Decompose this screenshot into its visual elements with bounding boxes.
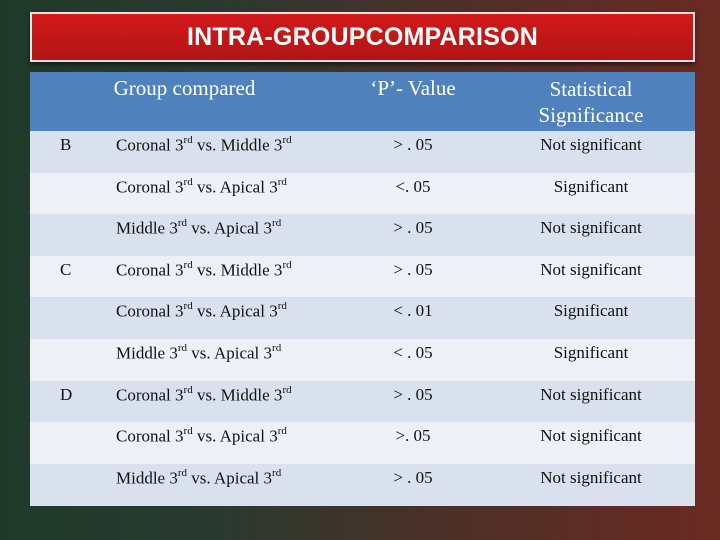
comparison-sup-a: rd bbox=[183, 300, 193, 313]
table-row bbox=[30, 214, 695, 257]
comparison-part-b: vs. Middle 3 bbox=[192, 385, 283, 405]
comparison-part-a: Middle 3 bbox=[116, 218, 178, 238]
p-value-cell: < . 01 bbox=[393, 301, 433, 321]
comparison-part-a: Coronal 3 bbox=[116, 385, 184, 405]
comparison-part-a: Coronal 3 bbox=[116, 302, 184, 322]
comparison-part-a: Coronal 3 bbox=[116, 426, 184, 446]
comparison-sup-b: rd bbox=[277, 175, 287, 188]
p-value-cell: > . 05 bbox=[393, 135, 433, 154]
comparison-part-a: Middle 3 bbox=[116, 468, 178, 488]
comparison-cell: Middle 3rd vs. Apical 3rd bbox=[116, 466, 282, 489]
comparison-part-b: vs. Apical 3 bbox=[187, 218, 273, 238]
comparison-cell: Middle 3rd vs. Apical 3rd bbox=[116, 342, 282, 364]
comparison-sup-b: rd bbox=[282, 383, 292, 396]
comparison-sup-a: rd bbox=[183, 383, 193, 396]
group-label: D bbox=[60, 384, 73, 404]
comparison-cell: Coronal 3rd vs. Apical 3rd bbox=[116, 300, 287, 322]
significance-cell: Significant bbox=[553, 176, 629, 196]
comparison-sup-a: rd bbox=[177, 217, 188, 230]
table-row bbox=[30, 131, 695, 173]
comparison-sup-b: rd bbox=[277, 300, 287, 313]
table-row bbox=[30, 380, 695, 423]
significance-cell: Significant bbox=[553, 343, 629, 362]
comparison-part-b: vs. Apical 3 bbox=[192, 177, 278, 197]
comparison-cell: Coronal 3rd vs. Middle 3rd bbox=[116, 383, 292, 406]
comparison-sup-b: rd bbox=[272, 466, 282, 479]
table-row bbox=[30, 463, 695, 506]
significance-cell: Not significant bbox=[540, 259, 642, 279]
comparison-sup-a: rd bbox=[177, 466, 188, 479]
p-value-cell: >. 05 bbox=[395, 426, 431, 446]
comparison-sup-a: rd bbox=[183, 134, 193, 146]
table-row bbox=[30, 172, 695, 215]
comparison-cell: Middle 3rd vs. Apical 3rd bbox=[116, 217, 282, 239]
header-p-value: ‘P’- Value bbox=[339, 72, 487, 131]
significance-cell: Significant bbox=[553, 301, 629, 321]
comparison-cell: Coronal 3rd vs. Middle 3rd bbox=[116, 258, 292, 281]
table-row bbox=[30, 297, 695, 340]
significance-cell: Not significant bbox=[540, 135, 642, 154]
comparison-sup-a: rd bbox=[183, 175, 193, 188]
group-label: C bbox=[60, 259, 72, 279]
comparison-part-b: vs. Apical 3 bbox=[187, 468, 273, 488]
significance-cell: Not significant bbox=[540, 218, 642, 238]
group-label: B bbox=[60, 135, 72, 154]
header-significance: Statistical Significance bbox=[487, 72, 695, 131]
comparison-sup-a: rd bbox=[183, 425, 193, 438]
comparison-cell: Coronal 3rd vs. Apical 3rd bbox=[116, 425, 287, 447]
comparison-sup-b: rd bbox=[272, 217, 282, 230]
comparison-sup-b: rd bbox=[277, 425, 287, 438]
comparison-cell: Coronal 3rd vs. Middle 3rd bbox=[116, 134, 292, 156]
comparison-sup-a: rd bbox=[177, 342, 188, 354]
p-value-cell: > . 05 bbox=[393, 467, 433, 487]
header-significance-line1: Statistical bbox=[549, 77, 633, 101]
p-value-cell: > . 05 bbox=[393, 384, 433, 404]
comparison-sup-b: rd bbox=[282, 134, 292, 146]
header-significance-line2: Significance bbox=[538, 103, 644, 127]
header-group-compared: Group compared bbox=[30, 72, 339, 131]
comparison-part-b: vs. Apical 3 bbox=[192, 426, 278, 446]
significance-cell: Not significant bbox=[540, 467, 642, 487]
comparison-part-b: vs. Apical 3 bbox=[192, 302, 278, 322]
comparison-sup-a: rd bbox=[183, 258, 193, 271]
slide-title: INTRA-GROUPCOMPARISON bbox=[187, 22, 538, 51]
table-row bbox=[30, 422, 695, 465]
comparison-sup-b: rd bbox=[272, 342, 282, 354]
comparison-table: Group compared ‘P’- Value Statistical Si… bbox=[30, 72, 695, 506]
comparison-part-b: vs. Middle 3 bbox=[192, 135, 283, 155]
p-value-cell: < . 05 bbox=[393, 343, 433, 362]
table-row bbox=[30, 339, 695, 381]
p-value-cell: > . 05 bbox=[393, 259, 433, 279]
comparison-part-a: Coronal 3 bbox=[116, 135, 184, 155]
comparison-part-a: Coronal 3 bbox=[116, 177, 184, 197]
p-value-cell: > . 05 bbox=[393, 218, 433, 238]
comparison-part-b: vs. Apical 3 bbox=[187, 343, 273, 363]
comparison-cell: Coronal 3rd vs. Apical 3rd bbox=[116, 175, 287, 198]
comparison-sup-b: rd bbox=[282, 258, 292, 271]
comparison-part-a: Coronal 3 bbox=[116, 260, 184, 280]
slide-title-bar: INTRA-GROUPCOMPARISON bbox=[30, 12, 695, 62]
significance-cell: Not significant bbox=[540, 384, 642, 404]
significance-cell: Not significant bbox=[540, 426, 642, 446]
comparison-part-a: Middle 3 bbox=[116, 343, 178, 363]
table-row bbox=[30, 255, 695, 298]
comparison-part-b: vs. Middle 3 bbox=[192, 260, 283, 280]
p-value-cell: <. 05 bbox=[395, 176, 431, 196]
